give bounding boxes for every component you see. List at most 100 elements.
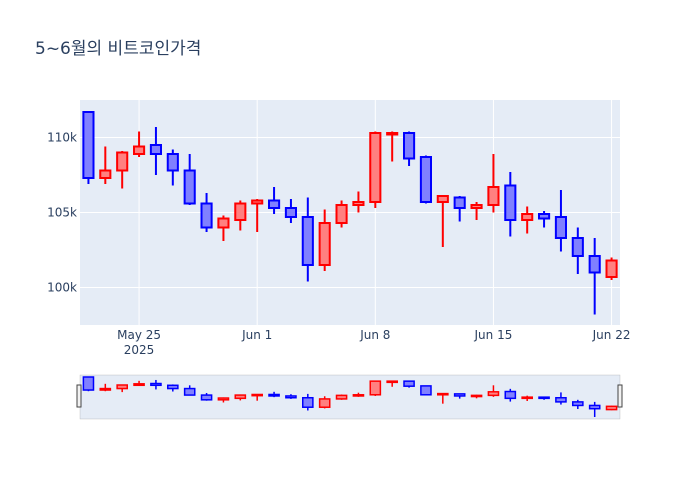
candle-body [149,144,162,155]
x-tick-label: Jun 1 [241,328,272,342]
candle-body [99,169,112,179]
candle-body [571,237,584,257]
mini-candle-body [99,387,112,391]
x-tick-label: May 25 [117,328,161,342]
mini-candle-body [453,393,466,397]
candle-decreasing[interactable] [538,211,551,228]
candle-decreasing[interactable] [419,155,432,204]
mini-candle [487,385,500,397]
mini-candle-body [251,393,263,397]
candle-increasing[interactable] [234,200,247,231]
mini-candle [605,405,618,411]
mini-candle-body [167,384,179,390]
candle-decreasing[interactable] [284,199,297,223]
candle-decreasing[interactable] [504,172,517,237]
candle-body [554,216,567,239]
mini-candle-body [200,394,213,401]
candle-body [487,186,500,206]
mini-candle [437,392,449,404]
candle-body [369,132,382,203]
candle-body [318,222,331,266]
candle-increasing[interactable] [470,202,483,220]
candle-increasing[interactable] [605,257,618,281]
candle-decreasing[interactable] [301,197,314,282]
mini-candle [588,401,601,417]
mini-candle-body [403,380,415,387]
mini-candle [555,392,567,405]
candle-body [217,217,230,229]
candle-body [133,145,146,155]
mini-candle-body [318,398,331,408]
candle-body [453,196,466,209]
mini-candle-body [234,394,247,400]
mini-candle-body [538,396,550,400]
mini-candle-body [133,383,145,387]
candle-decreasing[interactable] [166,149,179,186]
mini-candle [302,393,314,411]
mini-candle-body [420,385,432,396]
candle-increasing[interactable] [251,199,264,232]
candle-decreasing[interactable] [183,154,196,205]
candle-decreasing[interactable] [149,127,162,175]
mini-candle [538,396,550,400]
candle-increasing[interactable] [99,146,112,185]
rangeslider-handle-right[interactable] [617,384,623,408]
mini-candle [116,384,128,393]
y-axis-ticks: 100k 105k 110k [47,131,77,295]
mini-candle [369,380,382,396]
mini-candle [82,376,95,392]
candle-body [386,132,399,136]
candle-increasing[interactable] [133,131,146,158]
candle-body [268,199,281,209]
y-tick-label: 100k [47,281,77,295]
mini-candle-body [369,380,382,396]
rangeslider-handle-left[interactable] [76,384,82,408]
candle-decreasing[interactable] [453,196,466,222]
candle-body [200,202,213,229]
x-tick-label: Jun 15 [474,328,513,342]
mini-candle-body [504,390,517,400]
candle-increasing[interactable] [335,200,348,228]
mini-candle [453,393,466,399]
candle-decreasing[interactable] [403,131,416,167]
mini-candle-body [555,396,567,403]
candle-decreasing[interactable] [200,193,213,232]
mini-candle-body [437,392,449,396]
candle-increasing[interactable] [487,154,500,213]
rangeslider-candles [82,376,618,417]
candle-increasing[interactable] [436,195,449,247]
mini-candle [150,379,162,390]
candle-increasing[interactable] [369,131,382,209]
mini-candle [183,385,196,396]
mini-candle [234,394,247,401]
x-tick-label: Jun 22 [592,328,631,342]
mini-candle [420,385,432,396]
mini-candle [99,383,112,392]
candle-increasing[interactable] [386,131,399,162]
candles-main[interactable] [82,111,618,315]
candle-body [116,151,129,172]
candle-body [538,213,551,220]
candle-increasing[interactable] [116,151,129,189]
candle-body [436,195,449,203]
candle-decreasing[interactable] [82,111,95,184]
candle-body [234,202,247,221]
candle-increasing[interactable] [318,209,331,272]
candle-decreasing[interactable] [588,238,601,315]
mini-candle [470,394,483,399]
mini-candle-body [217,397,230,401]
mini-candle [521,395,533,401]
mini-candle-body [521,396,533,400]
candle-decreasing[interactable] [554,190,567,252]
chart-title: 5~6월의 비트코인가격 [35,39,202,59]
candle-increasing[interactable] [352,191,365,213]
candle-increasing[interactable] [217,215,230,242]
candle-body [504,184,517,221]
candle-decreasing[interactable] [268,187,281,214]
candle-body [588,255,601,274]
mini-candle [403,380,415,388]
candle-decreasing[interactable] [571,227,584,275]
candle-increasing[interactable] [521,206,534,234]
